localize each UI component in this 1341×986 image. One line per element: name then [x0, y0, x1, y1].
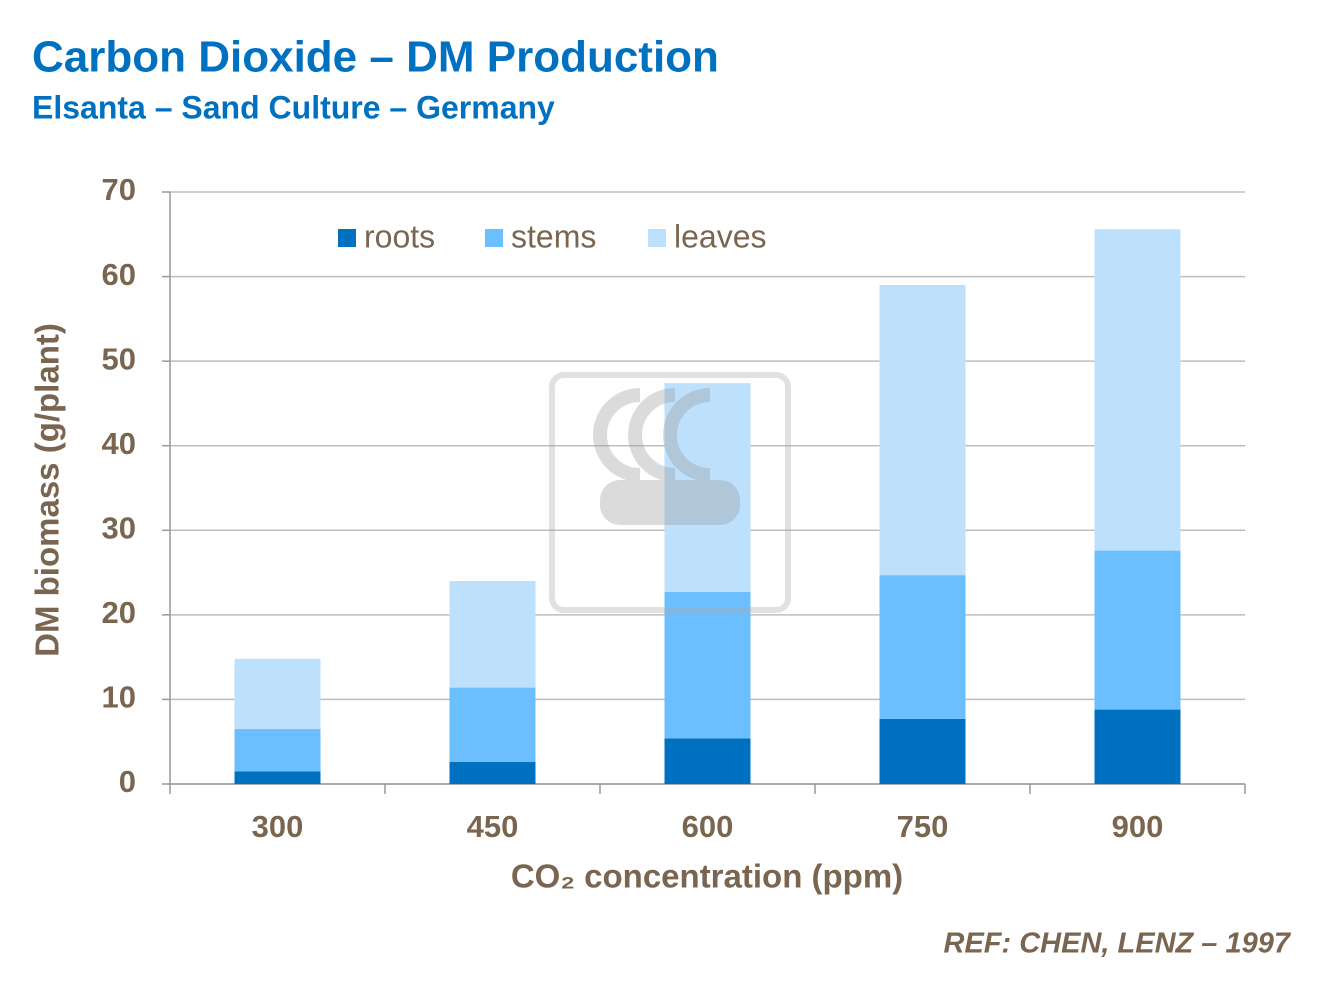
y-tick-label: 60 [102, 257, 136, 292]
bar-segment [449, 687, 536, 763]
plot-area: 0 10 20 30 40 50 60 70 300 450 600 750 900 roots stems… [102, 172, 1246, 844]
y-axis-title: DM biomass (g/plant) [29, 323, 66, 657]
bar-segment [1094, 709, 1181, 784]
legend-label: roots [364, 218, 435, 254]
bar-segment [879, 718, 966, 784]
y-tick-label: 20 [102, 595, 136, 630]
x-tick-label: 750 [897, 809, 949, 844]
y-tick-label: 0 [119, 764, 136, 799]
legend-swatch [648, 229, 666, 247]
legend-swatch [338, 229, 356, 247]
reference: REF: CHEN, LENZ – 1997 [944, 928, 1292, 960]
x-tick-label: 450 [467, 809, 519, 844]
bar-segment [664, 592, 751, 739]
y-tick-label: 70 [102, 172, 136, 207]
watermark [549, 372, 791, 613]
bar-segment [449, 762, 536, 784]
y-tick-label: 30 [102, 510, 136, 545]
bar-segment [234, 729, 321, 772]
bar-segment [1094, 550, 1181, 710]
bar-segment [234, 658, 321, 730]
y-tick-label: 50 [102, 341, 136, 376]
x-tick-label: 300 [252, 809, 304, 844]
bar-segment [879, 575, 966, 719]
legend-label: stems [511, 218, 596, 254]
x-tick-label: 600 [682, 809, 734, 844]
bar-segment [1094, 229, 1181, 551]
bar-segment [879, 285, 966, 576]
chart-subtitle: Elsanta – Sand Culture – Germany [32, 89, 555, 125]
bar-segment [449, 581, 536, 688]
y-tick-label: 40 [102, 426, 136, 461]
chart-title: Carbon Dioxide – DM Production [32, 33, 719, 82]
legend-label: leaves [674, 218, 767, 254]
bar-segment [234, 771, 321, 784]
x-axis-title: CO₂ concentration (ppm) [511, 858, 903, 895]
legend-swatch [485, 229, 503, 247]
bar-segment [664, 383, 751, 593]
bar-segment [664, 738, 751, 784]
x-tick-label: 900 [1112, 809, 1164, 844]
y-tick-label: 10 [102, 680, 136, 715]
